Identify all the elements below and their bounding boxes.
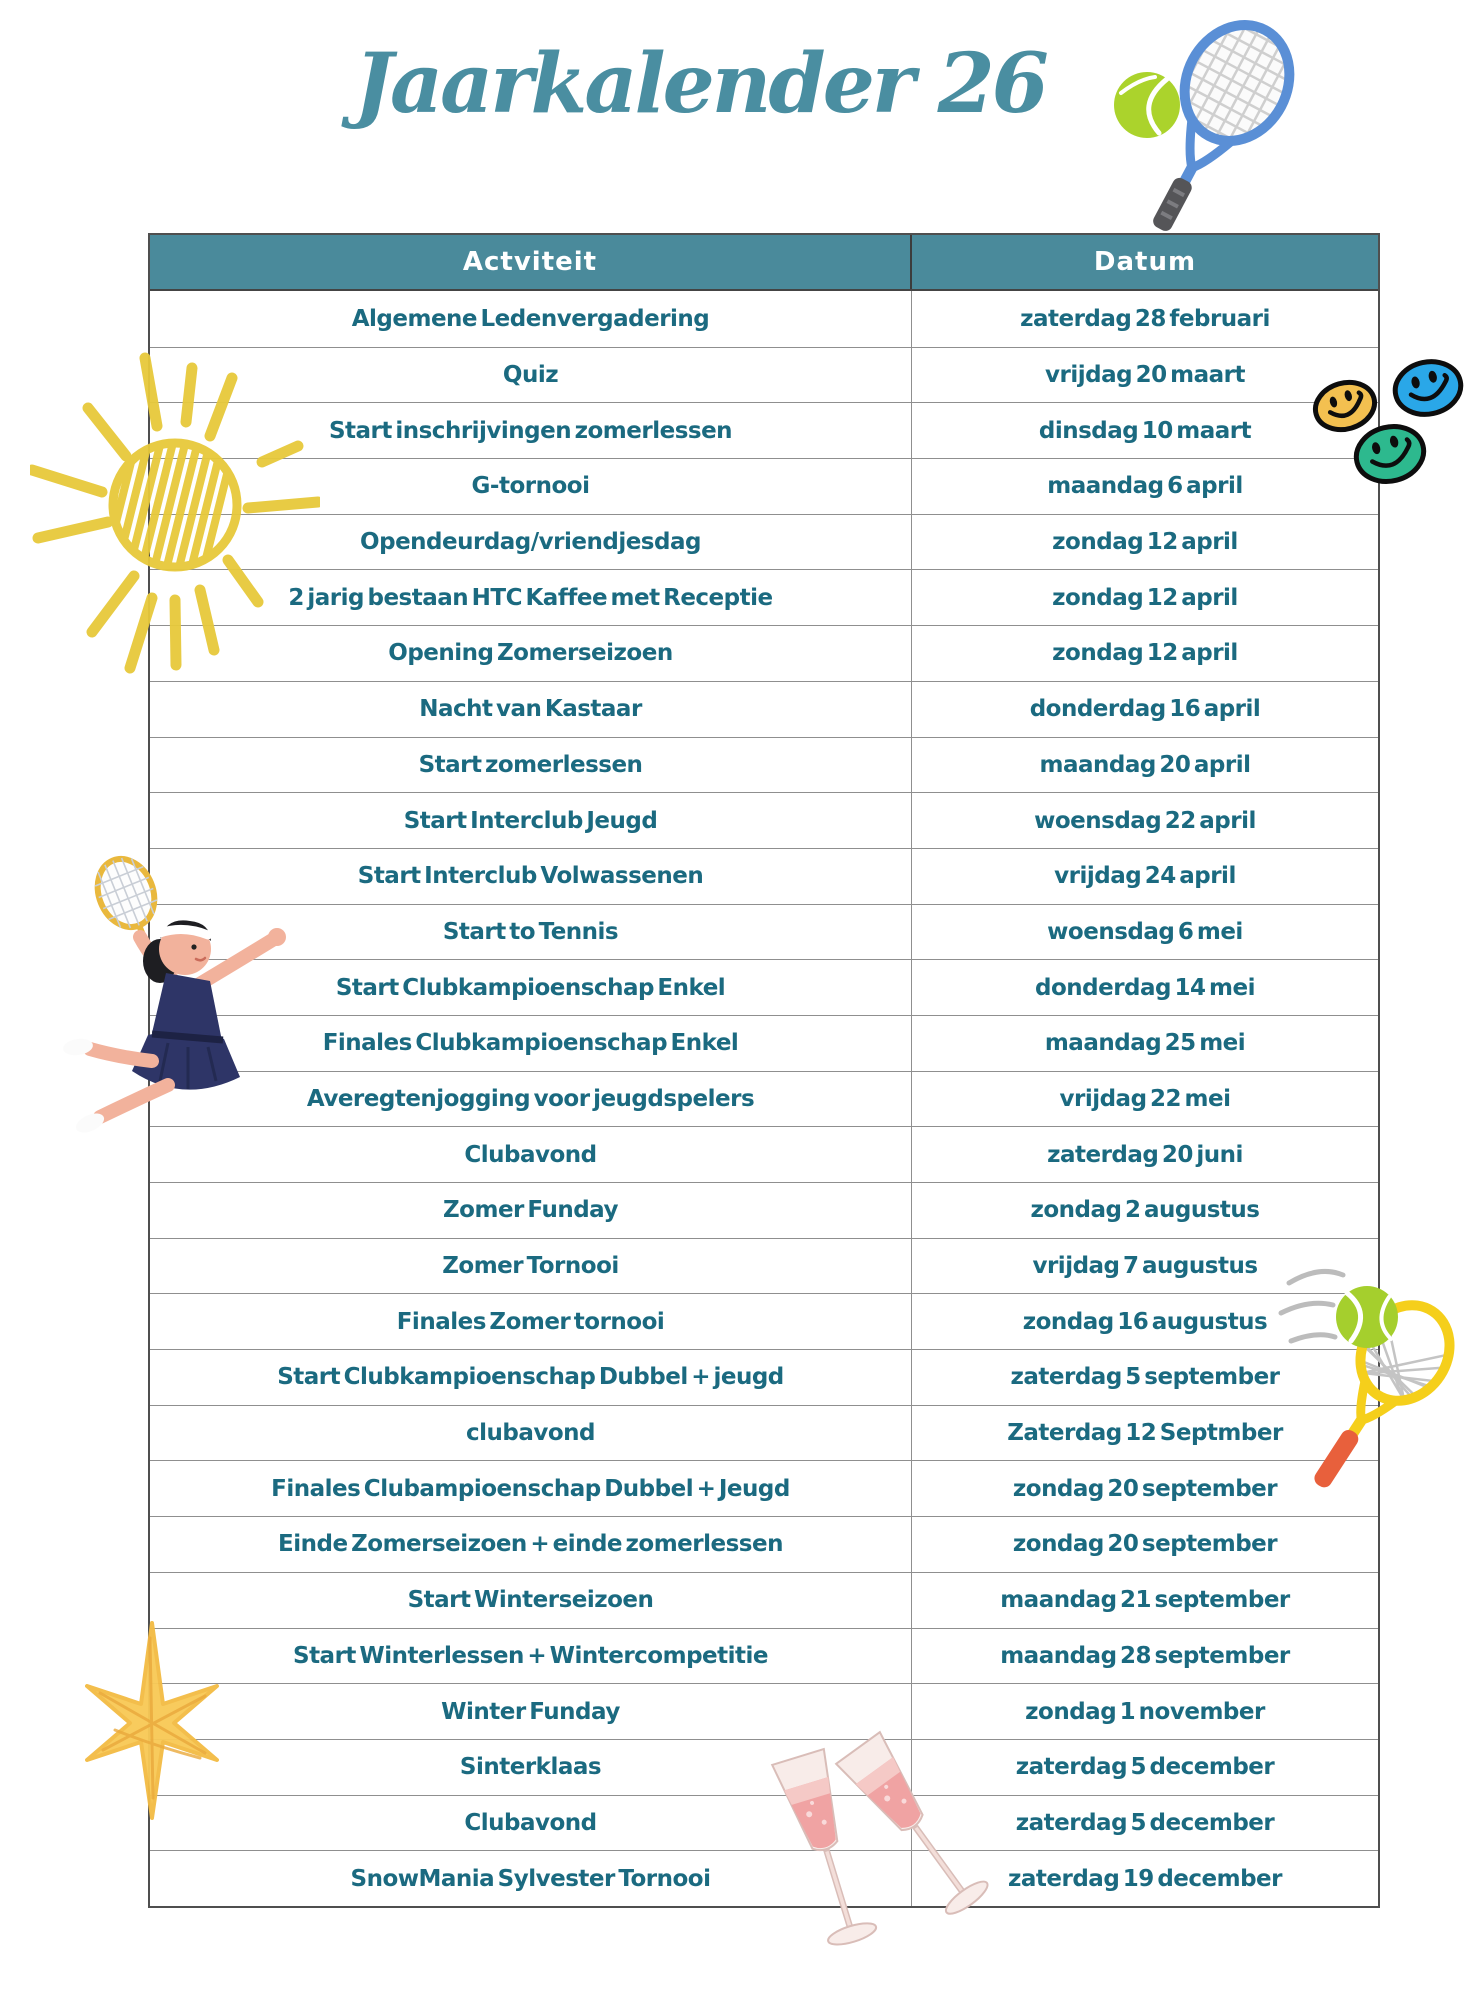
activity-cell: Start Clubkampioenschap Dubbel + jeugd <box>150 1350 912 1405</box>
date-cell: maandag 21 september <box>1000 1587 1290 1614</box>
date-cell: zondag 20 september <box>1012 1531 1278 1558</box>
date-cell: maandag 20 april <box>1039 751 1251 778</box>
date-cell: zondag 16 augustus <box>1022 1308 1268 1335</box>
date-cell: maandag 28 september <box>1000 1642 1290 1669</box>
activity-cell: Clubavond <box>150 1127 912 1182</box>
date-cell: vrijdag 24 april <box>1054 863 1236 890</box>
table-row: Start Winterlessen + Wintercompetitie maa… <box>150 1627 1378 1684</box>
activity-cell: Finales Clubampioenschap Dubbel + Jeugd <box>150 1461 912 1517</box>
date-cell: vrijdag 20 maart <box>1045 362 1245 389</box>
table-row: Einde Zomerseizoen + einde zomerlessen zo… <box>150 1516 1378 1572</box>
table-row: Start Clubkampioenschap Dubbel + jeugd za… <box>150 1349 1378 1405</box>
activity-cell: Finales Zomer tornooi <box>150 1294 912 1350</box>
activity-cell: Start Interclub Jeugd <box>150 793 912 848</box>
activity-cell: Einde Zomerseizoen + einde zomerlessen <box>150 1517 912 1572</box>
date-cell: zondag 12 april <box>1052 584 1238 611</box>
activity-cell: Nacht van Kastaar <box>150 681 912 737</box>
activity-cell: Start inschrijvingen zomerlessen <box>150 403 912 459</box>
date-cell: donderdag 16 april <box>1029 696 1261 723</box>
activity-cell: Quiz <box>150 347 912 403</box>
date-cell: zaterdag 28 februari <box>1020 305 1270 332</box>
activity-cell: Start Winterseizoen <box>150 1572 912 1628</box>
table-row: Finales Clubampioenschap Dubbel + Jeugd z… <box>150 1460 1378 1517</box>
activity-cell: Zomer Tornooi <box>150 1238 912 1294</box>
table-row: Sinterklaas zaterdag 5 december <box>150 1738 1378 1795</box>
date-cell: zondag 12 april <box>1052 529 1238 556</box>
date-cell: dinsdag 10 maart <box>1038 417 1252 444</box>
table-row: 2 jarig bestaan HTC Kaffee met Receptie z… <box>150 569 1378 626</box>
activity-cell: Zomer Funday <box>150 1183 912 1238</box>
table-row: Clubavond zaterdag 5 december <box>150 1794 1378 1851</box>
activity-cell: Clubavond <box>150 1795 912 1851</box>
date-cell: vrijdag 7 augustus <box>1032 1253 1258 1280</box>
table-row: Opendeurdag/vriendjesdag zondag 12 april <box>150 513 1378 570</box>
activity-cell: G-tornooi <box>150 459 912 514</box>
activity-cell: SnowMania Sylvester Tornooi <box>150 1851 912 1906</box>
date-cell: zaterdag 19 december <box>1008 1865 1282 1892</box>
table-row: Finales Clubkampioenschap Enkel maandag 2… <box>150 1014 1378 1071</box>
table-header: Actviteit Datum <box>150 235 1378 291</box>
smiley-blue-icon <box>1392 359 1464 417</box>
table-row: Winter Funday zondag 1 november <box>150 1683 1378 1739</box>
table-row: SnowMania Sylvester Tornooi zaterdag 19 d… <box>150 1850 1378 1906</box>
activity-cell: Start zomerlessen <box>150 737 912 793</box>
date-cell: zondag 12 april <box>1052 640 1238 667</box>
date-cell: zondag 1 november <box>1025 1698 1265 1725</box>
table-row: Start Interclub Volwassenen vrijdag 24 ap… <box>150 847 1378 904</box>
header-date: Datum <box>1093 247 1197 277</box>
table-row: Start inschrijvingen zomerlessen dinsdag … <box>150 402 1378 459</box>
calendar-table: Actviteit Datum Algemene Ledenvergaderin… <box>148 233 1380 1908</box>
header-activity: Actviteit <box>150 235 912 289</box>
date-cell: zaterdag 5 december <box>1015 1809 1275 1836</box>
table-row: Start Interclub Jeugd woensdag 22 april <box>150 792 1378 848</box>
activity-cell: Algemene Ledenvergadering <box>150 291 912 347</box>
date-cell: zaterdag 20 juni <box>1047 1141 1243 1168</box>
date-cell: woensdag 22 april <box>1034 807 1256 834</box>
table-row: Nacht van Kastaar donderdag 16 april <box>150 680 1378 737</box>
table-row: Quiz vrijdag 20 maart <box>150 346 1378 403</box>
table-row: Start to Tennis woensdag 6 mei <box>150 903 1378 960</box>
table-row: Finales Zomer tornooi zondag 16 augustus <box>150 1293 1378 1350</box>
activity-cell: Winter Funday <box>150 1684 912 1739</box>
table-body: Algemene Ledenvergadering zaterdag 28 feb… <box>150 291 1378 1906</box>
activity-cell: clubavond <box>150 1405 912 1461</box>
activity-cell: 2 jarig bestaan HTC Kaffee met Receptie <box>150 570 912 626</box>
date-cell: vrijdag 22 mei <box>1059 1085 1231 1112</box>
activity-cell: Opendeurdag/vriendjesdag <box>150 514 912 570</box>
activity-cell: Start Interclub Volwassenen <box>150 848 912 904</box>
table-row: Zomer Funday zondag 2 augustus <box>150 1182 1378 1238</box>
activity-cell: Start to Tennis <box>150 904 912 960</box>
table-row: Zomer Tornooi vrijdag 7 augustus <box>150 1237 1378 1294</box>
date-cell: zaterdag 5 december <box>1015 1754 1275 1781</box>
table-row: G-tornooi maandag 6 april <box>150 458 1378 514</box>
date-cell: maandag 25 mei <box>1044 1030 1246 1057</box>
date-cell: woensdag 6 mei <box>1047 918 1243 945</box>
table-row: Averegtenjogging voor jeugdspelers vrijda… <box>150 1070 1378 1127</box>
tennis-racket-ball-icon <box>1114 6 1310 231</box>
page-title: Jaarkalender 26 <box>354 36 1049 132</box>
table-row: Opening Zomerseizoen zondag 12 april <box>150 625 1378 681</box>
date-cell: Zaterdag 12 Septmber <box>1007 1420 1283 1447</box>
date-cell: zondag 20 september <box>1012 1475 1278 1502</box>
table-row: Clubavond zaterdag 20 juni <box>150 1126 1378 1182</box>
date-cell: zaterdag 5 september <box>1010 1364 1280 1391</box>
activity-cell: Start Clubkampioenschap Enkel <box>150 960 912 1015</box>
activity-cell: Sinterklaas <box>150 1739 912 1795</box>
table-row: Start Clubkampioenschap Enkel donderdag 1… <box>150 959 1378 1015</box>
activity-cell: Averegtenjogging voor jeugdspelers <box>150 1071 912 1127</box>
date-cell: maandag 6 april <box>1047 473 1243 500</box>
date-cell: zondag 2 augustus <box>1030 1197 1260 1224</box>
table-row: Start Winterseizoen maandag 21 september <box>150 1571 1378 1628</box>
table-row: Start zomerlessen maandag 20 april <box>150 736 1378 793</box>
activity-cell: Opening Zomerseizoen <box>150 626 912 681</box>
activity-cell: Start Winterlessen + Wintercompetitie <box>150 1628 912 1684</box>
table-row: Algemene Ledenvergadering zaterdag 28 feb… <box>150 291 1378 347</box>
table-row: clubavond Zaterdag 12 Septmber <box>150 1404 1378 1461</box>
date-cell: donderdag 14 mei <box>1035 974 1255 1001</box>
activity-cell: Finales Clubkampioenschap Enkel <box>150 1015 912 1071</box>
